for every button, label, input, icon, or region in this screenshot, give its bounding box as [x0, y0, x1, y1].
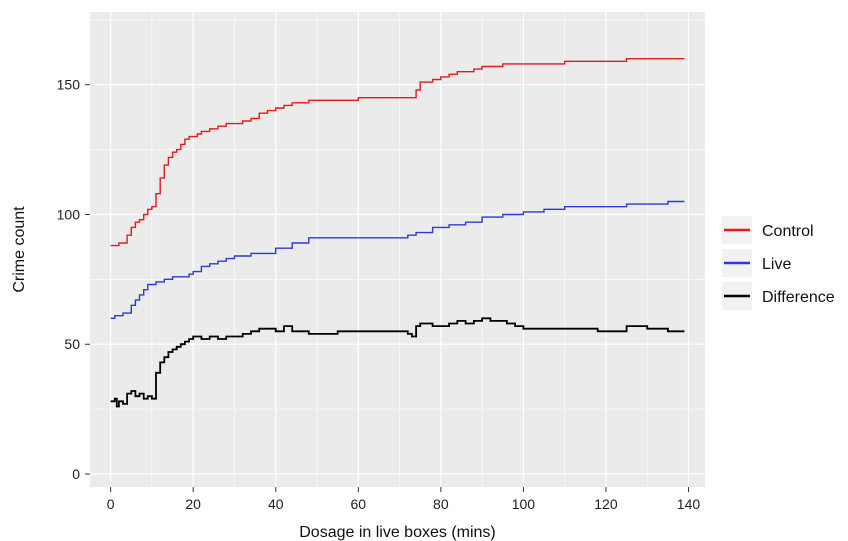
x-tick-label: 60: [350, 496, 366, 512]
x-tick-label: 20: [185, 496, 201, 512]
legend-label: Live: [762, 256, 791, 273]
grid-minor: [90, 12, 705, 487]
y-tick-label: 150: [57, 77, 81, 93]
y-axis-title: Crime count: [11, 206, 28, 293]
legend-label: Difference: [762, 289, 835, 306]
axis-ticks: [85, 84, 689, 492]
y-tick-label: 0: [72, 466, 80, 482]
axis-labels: 0 20 40 60 80 100 120 140 0 50 100 150: [57, 77, 701, 512]
x-tick-label: 40: [268, 496, 284, 512]
series-line-difference: [110, 317, 685, 408]
x-axis-title: Dosage in live boxes (mins): [299, 524, 496, 541]
plot-panel: [90, 12, 705, 487]
legend: Control Live Difference: [722, 216, 835, 310]
x-tick-label: 120: [594, 496, 618, 512]
y-tick-label: 100: [57, 206, 81, 222]
legend-item-control: Control: [722, 216, 814, 244]
x-tick-label: 100: [512, 496, 536, 512]
series-line-live: [110, 200, 685, 319]
legend-item-difference: Difference: [722, 282, 835, 310]
legend-item-live: Live: [722, 249, 791, 277]
x-tick-label: 0: [107, 496, 115, 512]
x-tick-label: 140: [677, 496, 701, 512]
legend-label: Control: [762, 223, 814, 240]
y-tick-label: 50: [64, 336, 80, 352]
series-line-control: [110, 58, 685, 247]
x-tick-label: 80: [433, 496, 449, 512]
series-layer: [110, 58, 685, 408]
